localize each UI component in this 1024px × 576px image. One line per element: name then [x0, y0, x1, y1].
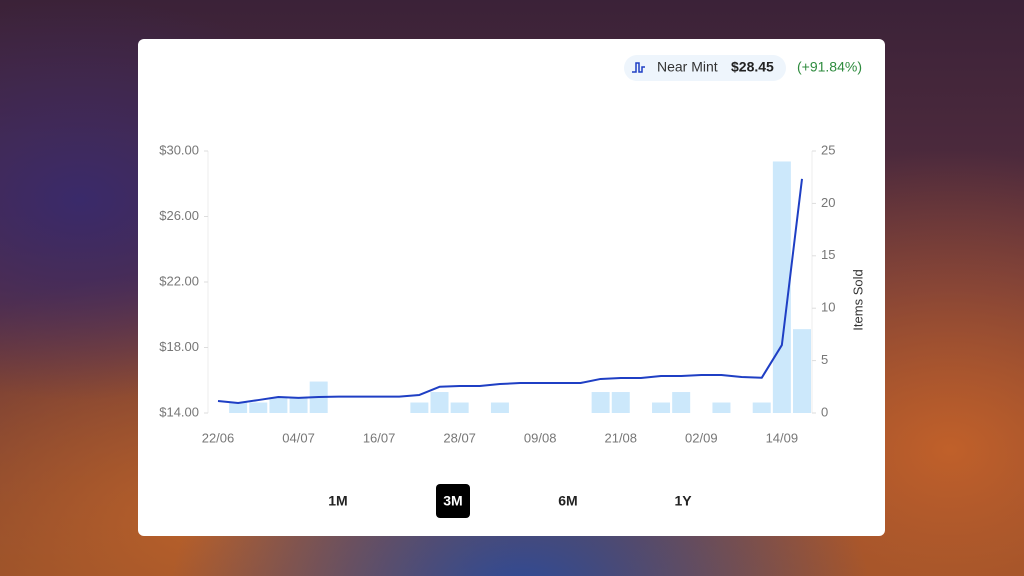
y-tick-label: $22.00 — [159, 273, 199, 288]
bar — [591, 392, 610, 413]
y2-tick-label: 20 — [821, 195, 835, 210]
x-tick-label: 04/07 — [282, 430, 315, 445]
bar — [712, 402, 731, 413]
x-tick-label: 16/07 — [363, 430, 396, 445]
period-button[interactable]: 3M — [443, 493, 462, 509]
legend-name: Near Mint — [657, 59, 718, 75]
bar — [611, 392, 630, 413]
legend-icon — [632, 62, 645, 73]
bar — [410, 402, 429, 413]
y-tick-label: $14.00 — [159, 404, 199, 419]
bar — [269, 397, 288, 413]
y-tick-label: $26.00 — [159, 208, 199, 223]
period-button[interactable]: 6M — [558, 493, 577, 509]
bar — [249, 402, 268, 413]
y2-tick-label: 5 — [821, 352, 828, 367]
bar — [430, 392, 449, 413]
bar — [793, 329, 811, 413]
y-tick-label: $18.00 — [159, 339, 199, 354]
x-tick-label: 02/09 — [685, 430, 718, 445]
period-button[interactable]: 1Y — [674, 493, 692, 509]
price-line — [217, 178, 803, 405]
bar — [652, 402, 671, 413]
bar — [772, 161, 791, 413]
bar — [490, 402, 509, 413]
bar — [289, 397, 308, 413]
legend-chip — [624, 55, 786, 81]
x-tick-label: 28/07 — [443, 430, 476, 445]
y-tick-label: $30.00 — [159, 142, 199, 157]
chart-card — [138, 39, 885, 536]
bar — [752, 402, 771, 413]
bar — [229, 402, 248, 413]
y2-tick-label: 0 — [821, 404, 828, 419]
bar — [450, 402, 469, 413]
y2-axis-label: Items Sold — [850, 269, 865, 330]
legend-price: $28.45 — [731, 59, 774, 75]
period-button[interactable]: 1M — [328, 493, 347, 509]
x-tick-label: 09/08 — [524, 430, 557, 445]
x-tick-label: 21/08 — [604, 430, 637, 445]
y2-tick-label: 25 — [821, 142, 835, 157]
x-tick-label: 22/06 — [202, 430, 235, 445]
y2-tick-label: 10 — [821, 300, 835, 315]
bar — [672, 392, 691, 413]
x-tick-label: 14/09 — [766, 430, 799, 445]
y2-tick-label: 15 — [821, 247, 835, 262]
legend-change: (+91.84%) — [797, 59, 862, 75]
period-button-bg — [436, 484, 470, 518]
